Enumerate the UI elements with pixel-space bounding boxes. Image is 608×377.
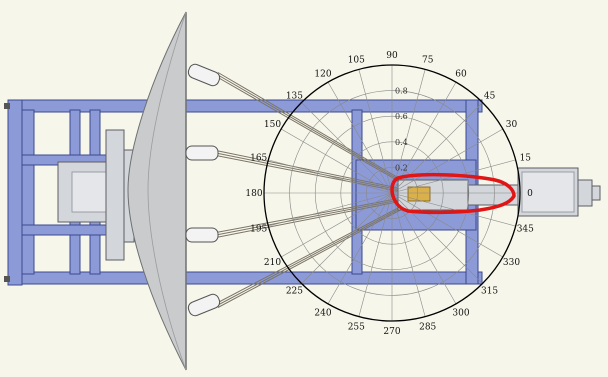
strut-caps <box>185 63 221 317</box>
polar-angle-label: 45 <box>484 91 496 101</box>
polar-ring <box>340 141 444 245</box>
polar-angle-label: 135 <box>286 91 303 101</box>
polar-spoke <box>301 102 393 194</box>
polar-radius-label: 0.8 <box>395 87 408 96</box>
polar-angle-label: 0 <box>527 189 533 199</box>
polar-angle-label: 150 <box>264 120 281 130</box>
feed-horn-icon <box>397 167 601 217</box>
polar-angle-label: 330 <box>503 258 520 268</box>
feed-highlight-outline <box>390 172 516 215</box>
feed-connector-tip <box>591 185 601 201</box>
rear-mount-inner <box>71 171 107 213</box>
polar-spoke <box>301 192 393 284</box>
polar-spoke <box>327 81 393 194</box>
polar-angle-label: 240 <box>314 309 331 319</box>
polar-spoke <box>391 192 426 317</box>
polar-angle-label: 60 <box>455 69 467 79</box>
support-strut <box>217 199 421 308</box>
frame-left-upright <box>21 109 35 275</box>
polar-spoke <box>358 69 393 194</box>
dish-rib <box>147 11 187 371</box>
parabolic-dish-icon <box>127 11 187 371</box>
polar-angle-label: 315 <box>481 287 498 297</box>
strut-cap-top <box>187 63 221 87</box>
polar-angle-label: 270 <box>383 327 400 337</box>
polar-ring <box>314 115 470 271</box>
polar-angle-label: 285 <box>419 322 436 332</box>
polar-outer-ring <box>263 64 521 322</box>
support-strut <box>217 197 421 306</box>
polar-angle-label: 75 <box>422 56 434 66</box>
polar-grid: 0.2 0.4 0.6 0.8 0 15 30 45 60 75 90 105 120 135 150 165… <box>245 51 534 337</box>
dish-reflector <box>127 11 187 371</box>
frame-bolt <box>4 276 10 282</box>
strut-cap-bottom <box>187 293 221 317</box>
polar-angle-label: 180 <box>245 189 262 199</box>
polar-spoke <box>391 81 457 194</box>
polar-ring <box>289 90 495 296</box>
dish-hub-plate <box>105 129 125 261</box>
polar-angle-label: 255 <box>348 322 365 332</box>
frame-bolt <box>4 103 10 109</box>
polar-ring <box>366 167 418 219</box>
polar-angle-label: 105 <box>348 56 365 66</box>
polar-spoke <box>391 192 483 284</box>
polar-spoke <box>280 192 393 258</box>
polar-spoke <box>391 69 426 194</box>
polar-radius-label: 0.2 <box>395 163 408 172</box>
polar-angle-label: 15 <box>520 153 532 163</box>
feed-element <box>407 186 431 202</box>
polar-angle-label: 225 <box>286 287 303 297</box>
polar-radius-label: 0.6 <box>395 112 408 121</box>
feed-connector <box>577 179 593 207</box>
frame-top-rail <box>21 99 483 113</box>
polar-angle-label: 90 <box>386 51 398 61</box>
support-strut <box>215 155 421 196</box>
polar-angle-label: 165 <box>250 153 267 163</box>
strut-cap-lower <box>185 227 219 243</box>
strut-cap-upper <box>185 145 219 161</box>
polar-spoke <box>358 192 393 317</box>
polar-spoke <box>280 128 393 194</box>
polar-spoke <box>391 192 504 258</box>
support-strut <box>215 197 421 238</box>
polar-angle-label: 120 <box>314 69 331 79</box>
polar-spoke <box>391 128 504 194</box>
polar-spoke <box>391 192 457 305</box>
polar-radius-label: 0.4 <box>395 138 408 147</box>
polar-spoke <box>327 192 393 305</box>
frame-bottom-rail <box>21 271 483 285</box>
polar-angle-label: 345 <box>517 225 534 235</box>
polar-angle-label: 300 <box>452 309 469 319</box>
polar-angle-label: 210 <box>264 258 281 268</box>
polar-angle-label: 30 <box>506 120 518 130</box>
polar-angle-label: 195 <box>250 225 267 235</box>
support-strut <box>217 77 421 194</box>
support-strut <box>215 195 421 236</box>
frame-left-end-post <box>7 99 23 286</box>
feed-receiver-inner <box>521 171 575 213</box>
polar-spoke <box>268 159 393 194</box>
polar-spoke <box>268 192 393 227</box>
polar-spoke <box>391 192 516 227</box>
